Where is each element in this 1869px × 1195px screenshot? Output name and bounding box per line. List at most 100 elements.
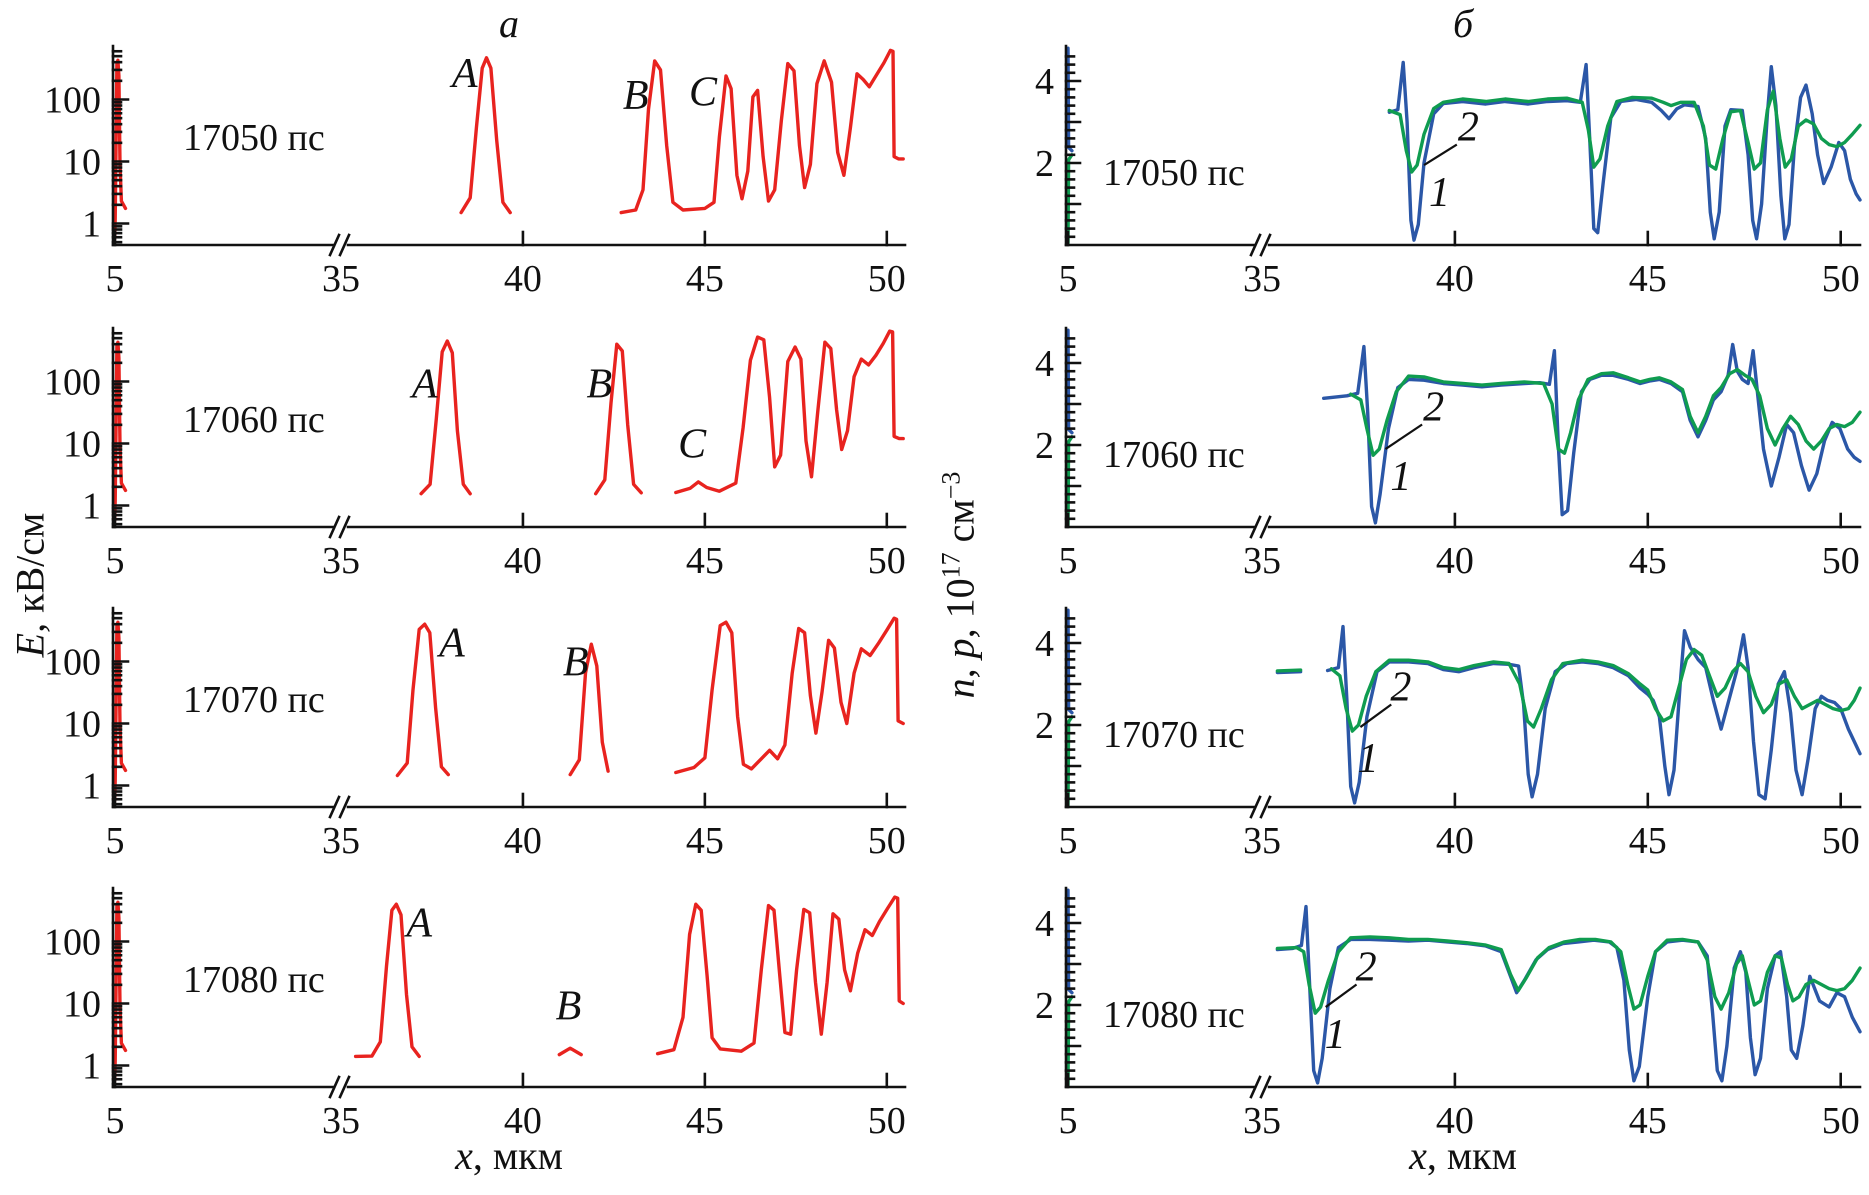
- x-tick-label: 40: [504, 258, 542, 300]
- y-axis-label-left: E, кВ/см: [7, 513, 54, 658]
- annotation-label-1: 1: [1325, 1012, 1346, 1058]
- x-axis-label-left: x, мкм: [455, 1132, 563, 1179]
- x-tick-label: 5: [106, 540, 125, 582]
- y-tick-label: 100: [44, 641, 101, 683]
- axis-break-slash: [1259, 515, 1272, 539]
- y-tick-label: 2: [1035, 143, 1054, 185]
- axis-break-slash: [1249, 795, 1262, 819]
- x-tick-label: 45: [1629, 258, 1667, 300]
- x-tick-label: 40: [1436, 540, 1474, 582]
- annotation-label-A: A: [409, 362, 438, 408]
- annotation-leader-line: [1325, 983, 1358, 1008]
- column-title-b: б: [1452, 1, 1474, 46]
- axis-break-slash: [1249, 1075, 1262, 1099]
- axis-break-slash: [328, 795, 341, 819]
- x-tick-label: 45: [686, 258, 724, 300]
- y-axis-label-right: n, p, 1017 см−3: [936, 472, 983, 699]
- y-tick-label: 4: [1035, 61, 1054, 103]
- curve-2-green-17050 пс: [1067, 89, 1862, 244]
- axis-break-slash: [328, 233, 341, 257]
- x-tick-label: 45: [686, 540, 724, 582]
- y-tick-label: 2: [1035, 705, 1054, 747]
- curve-2-green-17060 пс: [1067, 367, 1862, 526]
- x-tick-label: 45: [686, 1100, 724, 1142]
- axis-break-slash: [338, 795, 351, 819]
- annotation-label-B: B: [587, 362, 613, 408]
- annotation-label-B: B: [556, 984, 582, 1030]
- annotation-label-A: A: [403, 901, 432, 947]
- y-label-np-var: n, p,: [937, 628, 983, 699]
- axis-break-slash: [328, 515, 341, 539]
- y-tick-label: 4: [1035, 903, 1054, 945]
- x-tick-label: 5: [1059, 820, 1078, 862]
- x-tick-label: 50: [868, 1100, 906, 1142]
- annotation-label-A: A: [449, 51, 478, 97]
- x-tick-label: 35: [1243, 820, 1281, 862]
- time-label: 17050 пс: [183, 117, 325, 159]
- annotation-label-1: 1: [1358, 736, 1379, 782]
- axis-break-slash: [338, 233, 351, 257]
- annotation-label-2: 2: [1458, 104, 1479, 150]
- axis-break-slash: [1249, 233, 1262, 257]
- curve-2-green-17080 пс: [1067, 935, 1862, 1086]
- time-label: 17080 пс: [1103, 994, 1245, 1036]
- y-tick-label: 1: [82, 1045, 101, 1087]
- annotation-label-2: 2: [1390, 664, 1411, 710]
- axis-break-slash: [1259, 233, 1272, 257]
- x-tick-label: 50: [1822, 258, 1860, 300]
- x-tick-label: 5: [106, 258, 125, 300]
- y-label-np-unit: см: [937, 499, 983, 553]
- y-tick-label: 4: [1035, 343, 1054, 385]
- x-label-unit-a: , мкм: [472, 1133, 563, 1178]
- x-tick-label: 40: [1436, 1100, 1474, 1142]
- y-tick-label: 10: [63, 703, 101, 745]
- panel-a-17080 пс: 5 35 40 45 50 1 10 100 17080 пс A B: [44, 886, 907, 1142]
- panel-b-17060 пс: 5 35 40 45 502417060 пс21: [1035, 326, 1862, 582]
- x-axis-label-right: x, мкм: [1409, 1132, 1517, 1179]
- x-tick-label: 40: [1436, 258, 1474, 300]
- column-title-a: a: [499, 1, 519, 46]
- curve-2-green-17070 пс: [1067, 647, 1862, 806]
- annotation-label-C: C: [678, 421, 707, 467]
- axis-break-slash: [338, 1075, 351, 1099]
- annotation-label-2: 2: [1423, 384, 1444, 430]
- x-tick-label: 50: [1822, 1100, 1860, 1142]
- time-label: 17070 пс: [183, 679, 325, 721]
- x-tick-label: 40: [504, 1100, 542, 1142]
- curve-1-blue-17070 пс: [1067, 608, 1862, 805]
- x-tick-label: 5: [1059, 540, 1078, 582]
- curve-1-blue-17080 пс: [1067, 888, 1862, 1085]
- x-tick-label: 40: [1436, 820, 1474, 862]
- annotation-label-B: B: [623, 73, 649, 119]
- x-tick-label: 5: [1059, 1100, 1078, 1142]
- time-label: 17050 пс: [1103, 152, 1245, 194]
- x-tick-label: 45: [1629, 540, 1667, 582]
- panel-b-17080 пс: 5 35 40 45 502417080 пс21: [1035, 886, 1862, 1142]
- annotation-leader-line: [1384, 423, 1423, 451]
- panel-b-17050 пс: 5 35 40 45 502417050 пс21: [1035, 44, 1862, 300]
- x-tick-label: 45: [1629, 1100, 1667, 1142]
- annotation-label-B: B: [563, 639, 589, 685]
- annotation-label-1: 1: [1390, 454, 1411, 500]
- y-label-np-exp2: −3: [936, 471, 966, 500]
- y-tick-label: 2: [1035, 985, 1054, 1027]
- x-tick-label: 35: [322, 258, 360, 300]
- time-label: 17060 пс: [183, 399, 325, 441]
- y-tick-label: 10: [63, 983, 101, 1025]
- axis-break-slash: [1249, 515, 1262, 539]
- annotation-label-A: A: [436, 621, 465, 667]
- time-label: 17060 пс: [1103, 434, 1245, 476]
- panel-b-17070 пс: 5 35 40 45 502417070 пс21: [1035, 606, 1862, 862]
- annotation-leader-line: [1359, 703, 1392, 728]
- annotation-leader-line: [1423, 143, 1458, 166]
- annotation-label-C: C: [689, 70, 718, 116]
- curve-1-blue-17060 пс: [1067, 328, 1862, 525]
- x-tick-label: 35: [1243, 258, 1281, 300]
- x-tick-label: 50: [868, 258, 906, 300]
- y-tick-label: 100: [44, 79, 101, 121]
- y-label-E-unit: кВ/см: [7, 512, 53, 623]
- x-tick-label: 35: [322, 540, 360, 582]
- time-label: 17070 пс: [1103, 714, 1245, 756]
